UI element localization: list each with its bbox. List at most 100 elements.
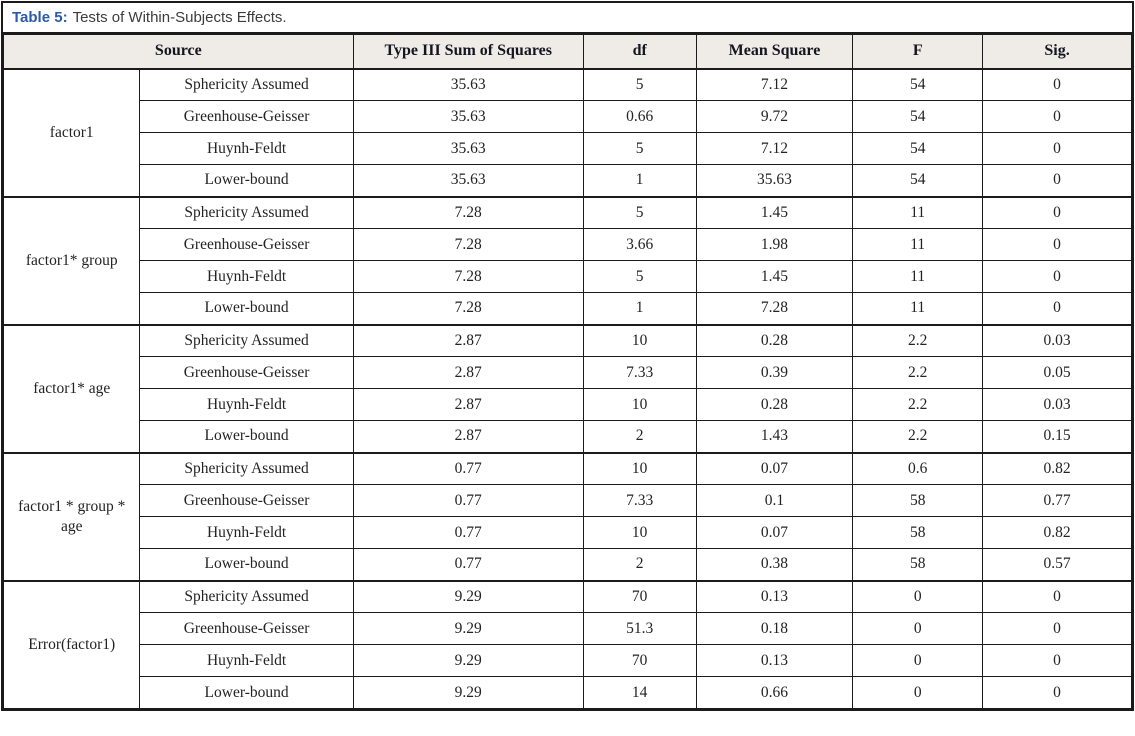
value-cell: 1 [582, 164, 697, 197]
value-cell: 7.28 [695, 292, 854, 325]
correction-method-cell: Huynh-Feldt [139, 516, 354, 549]
header-row: Source Type III Sum of Squares df Mean S… [3, 34, 1132, 69]
value-cell: 35.63 [352, 67, 584, 101]
value-cell: 1.43 [695, 420, 854, 453]
table-row: Error(factor1) Sphericity Assumed 9.29 70 0.… [2, 579, 1132, 709]
value-cell: 9.29 [352, 579, 584, 613]
value-cell: 11 [852, 260, 984, 293]
col-header-sig: Sig. [982, 34, 1132, 69]
value-cell: 0.66 [582, 100, 697, 133]
value-cell: 1 [582, 292, 697, 325]
table-row: Lower-bound 7.28 1 7.28 11 0 [4, 292, 1132, 325]
value-cell: 54 [852, 132, 984, 165]
value-cell: 9.72 [695, 100, 854, 133]
table-row: Lower-bound 35.63 1 35.63 54 0 [4, 164, 1132, 197]
value-cell: 0.05 [982, 356, 1132, 389]
value-cell: 0.57 [982, 548, 1132, 581]
col-header-type-iii-sum-of-squares: Type III Sum of Squares [352, 34, 584, 69]
correction-method-cell: Lower-bound [139, 420, 354, 453]
value-cell: 0.39 [695, 356, 854, 389]
col-header-df: df [582, 34, 697, 69]
table-row: Huynh-Feldt 7.28 5 1.45 11 0 [4, 260, 1132, 293]
table-row: Lower-bound 0.77 2 0.38 58 0.57 [4, 548, 1132, 581]
value-cell: 11 [852, 228, 984, 261]
value-cell: 0.07 [695, 451, 854, 485]
correction-method-cell: Greenhouse-Geisser [139, 356, 354, 389]
value-cell: 0 [852, 644, 984, 677]
value-cell: 1.45 [695, 260, 854, 293]
value-cell: 0.6 [852, 451, 984, 485]
value-cell: 0 [982, 100, 1132, 133]
value-cell: 2.87 [352, 420, 584, 453]
table-row: factor1 * group * age Sphericity Assumed 0… [2, 451, 1132, 581]
value-cell: 0 [982, 228, 1132, 261]
value-cell: 2.2 [852, 356, 984, 389]
table-row: factor1 Sphericity Assumed 35.63 5 7.12 54 0 [2, 67, 1132, 197]
value-cell: 7.28 [352, 292, 584, 325]
table-row: Huynh-Feldt 9.29 70 0.13 0 0 [4, 644, 1132, 677]
value-cell: 35.63 [352, 132, 584, 165]
table-row: Lower-bound 2.87 2 1.43 2.2 0.15 [4, 420, 1132, 453]
value-cell: 10 [582, 323, 697, 357]
value-cell: 2.2 [852, 388, 984, 421]
correction-method-cell: Huynh-Feldt [139, 388, 354, 421]
correction-method-cell: Sphericity Assumed [139, 451, 354, 485]
value-cell: 0.15 [982, 420, 1132, 453]
value-cell: 9.29 [352, 612, 584, 645]
value-cell: 11 [852, 292, 984, 325]
value-cell: 7.28 [352, 228, 584, 261]
value-cell: 2 [582, 548, 697, 581]
value-cell: 0 [982, 644, 1132, 677]
source-group-cell: factor1* age [2, 323, 141, 453]
value-cell: 70 [582, 644, 697, 677]
table-row: Greenhouse-Geisser 9.29 51.3 0.18 0 0 [4, 612, 1132, 645]
value-cell: 0 [982, 260, 1132, 293]
table-row: Greenhouse-Geisser 35.63 0.66 9.72 54 0 [4, 100, 1132, 133]
table-row: Greenhouse-Geisser 7.28 3.66 1.98 11 0 [4, 228, 1132, 261]
value-cell: 0 [982, 67, 1132, 101]
table-row: factor1* group Sphericity Assumed 7.28 5 1.4… [2, 195, 1132, 325]
value-cell: 0.13 [695, 644, 854, 677]
value-cell: 51.3 [582, 612, 697, 645]
value-cell: 0.28 [695, 323, 854, 357]
value-cell: 0.18 [695, 612, 854, 645]
value-cell: 0.03 [982, 323, 1132, 357]
value-cell: 0.07 [695, 516, 854, 549]
value-cell: 0.77 [352, 451, 584, 485]
value-cell: 0.1 [695, 484, 854, 517]
value-cell: 5 [582, 67, 697, 101]
value-cell: 2.87 [352, 388, 584, 421]
table-row: Huynh-Feldt 35.63 5 7.12 54 0 [4, 132, 1132, 165]
table-row: Huynh-Feldt 2.87 10 0.28 2.2 0.03 [4, 388, 1132, 421]
value-cell: 7.33 [582, 356, 697, 389]
table-row: Huynh-Feldt 0.77 10 0.07 58 0.82 [4, 516, 1132, 549]
value-cell: 0.77 [982, 484, 1132, 517]
value-cell: 14 [582, 676, 697, 709]
col-header-source: Source [3, 34, 354, 69]
correction-method-cell: Greenhouse-Geisser [139, 612, 354, 645]
value-cell: 2.2 [852, 420, 984, 453]
value-cell: 35.63 [352, 164, 584, 197]
value-cell: 7.12 [695, 67, 854, 101]
within-subjects-effects-table: Source Type III Sum of Squares df Mean S… [2, 34, 1132, 709]
table-body: factor1 Sphericity Assumed 35.63 5 7.12 54 0 Gr… [2, 67, 1132, 709]
value-cell: 9.29 [352, 676, 584, 709]
correction-method-cell: Lower-bound [139, 292, 354, 325]
correction-method-cell: Greenhouse-Geisser [139, 228, 354, 261]
value-cell: 7.28 [352, 195, 584, 229]
value-cell: 7.12 [695, 132, 854, 165]
value-cell: 0.38 [695, 548, 854, 581]
value-cell: 1.45 [695, 195, 854, 229]
value-cell: 54 [852, 164, 984, 197]
correction-method-cell: Sphericity Assumed [139, 67, 354, 101]
value-cell: 0.77 [352, 516, 584, 549]
value-cell: 0.77 [352, 548, 584, 581]
value-cell: 0.66 [695, 676, 854, 709]
correction-method-cell: Lower-bound [139, 164, 354, 197]
value-cell: 0.77 [352, 484, 584, 517]
value-cell: 2 [582, 420, 697, 453]
value-cell: 5 [582, 132, 697, 165]
value-cell: 9.29 [352, 644, 584, 677]
value-cell: 0 [982, 292, 1132, 325]
correction-method-cell: Huynh-Feldt [139, 260, 354, 293]
